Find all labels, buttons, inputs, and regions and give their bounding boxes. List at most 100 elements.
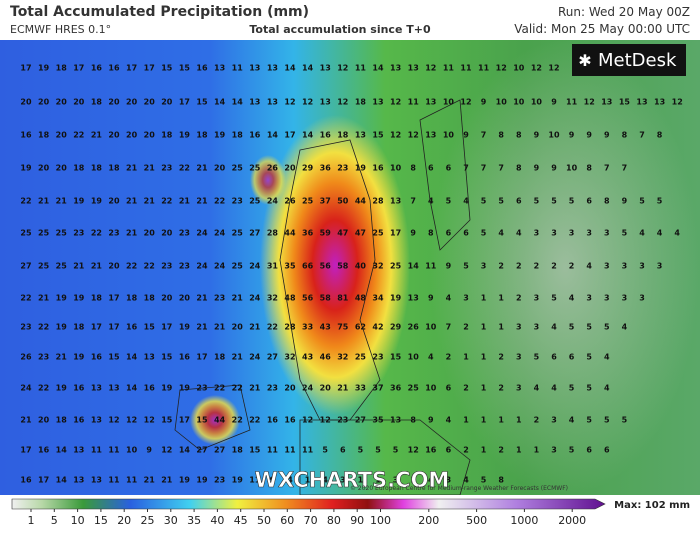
grid-value: 18	[91, 164, 103, 173]
grid-value: 12	[390, 131, 401, 140]
grid-value: 1	[481, 353, 487, 362]
grid-value: 2	[463, 323, 469, 332]
grid-value: 9	[534, 131, 540, 140]
grid-value: 24	[249, 294, 261, 303]
grid-value: 10	[425, 384, 437, 393]
grid-value: 17	[73, 64, 84, 73]
grid-value: 25	[232, 164, 244, 173]
grid-value: 13	[390, 416, 401, 425]
grid-value: 22	[267, 323, 278, 332]
colorbar-label: 90	[350, 514, 364, 527]
grid-value: 27	[267, 353, 278, 362]
grid-value: 24	[267, 197, 279, 206]
grid-value: 10	[548, 131, 560, 140]
colorbar-label: 50	[257, 514, 271, 527]
grid-value: 19	[73, 353, 85, 362]
grid-value: 75	[337, 323, 349, 332]
grid-value: 20	[161, 294, 173, 303]
grid-value: 22	[232, 416, 243, 425]
grid-value: 25	[249, 197, 261, 206]
colorbar-label: 45	[234, 514, 248, 527]
grid-value: 14	[267, 131, 279, 140]
grid-value: 24	[214, 262, 226, 271]
grid-value: 6	[463, 229, 469, 238]
grid-value: 22	[249, 416, 260, 425]
grid-value: 20	[38, 416, 50, 425]
grid-value: 5	[604, 323, 610, 332]
grid-value: 25	[232, 229, 244, 238]
grid-value: 17	[390, 229, 401, 238]
grid-value: 4	[534, 384, 540, 393]
grid-value: 6	[551, 353, 557, 362]
map-shade	[430, 40, 700, 495]
grid-value: 20	[161, 229, 173, 238]
grid-value: 4	[516, 229, 522, 238]
grid-value: 27	[20, 262, 31, 271]
grid-value: 3	[481, 262, 487, 271]
grid-value: 7	[410, 197, 416, 206]
grid-value: 12	[548, 64, 559, 73]
grid-value: 25	[408, 384, 420, 393]
grid-value: 1	[516, 416, 522, 425]
grid-value: 21	[91, 262, 103, 271]
grid-value: 11	[126, 476, 138, 485]
grid-value: 12	[144, 416, 155, 425]
grid-value: 26	[284, 197, 296, 206]
copyright: © 2020 European Centre for Medium-range …	[350, 485, 568, 492]
grid-value: 4	[586, 262, 592, 271]
grid-value: 9	[604, 131, 610, 140]
grid-value: 13	[249, 98, 260, 107]
grid-value: 13	[408, 294, 419, 303]
grid-value: 15	[179, 64, 191, 73]
grid-value: 8	[516, 164, 522, 173]
grid-value: 3	[516, 323, 522, 332]
grid-value: 11	[425, 262, 437, 271]
grid-value: 34	[372, 294, 384, 303]
grid-value: 21	[179, 197, 191, 206]
grid-value: 5	[622, 416, 628, 425]
colorbar	[11, 498, 606, 510]
grid-value: 16	[108, 64, 120, 73]
grid-value: 11	[478, 64, 490, 73]
grid-value: 2	[498, 353, 504, 362]
grid-value: 4	[551, 384, 557, 393]
grid-value: 3	[393, 476, 399, 485]
grid-value: 21	[56, 197, 68, 206]
grid-value: 8	[498, 131, 504, 140]
grid-value: 2	[498, 446, 504, 455]
grid-value: 23	[161, 164, 172, 173]
grid-value: 13	[108, 384, 119, 393]
grid-value: 3	[534, 294, 540, 303]
grid-value: 12	[390, 98, 401, 107]
grid-value: 1	[481, 416, 487, 425]
grid-value: 10	[390, 164, 402, 173]
grid-value: 2	[463, 446, 469, 455]
coastline	[299, 419, 471, 496]
grid-value: 5	[481, 197, 487, 206]
grid-value: 32	[372, 262, 383, 271]
grid-value: 19	[179, 476, 191, 485]
grid-value: 24	[302, 384, 314, 393]
grid-value: 21	[73, 262, 85, 271]
grid-value: 13	[91, 416, 102, 425]
grid-value: 24	[196, 229, 208, 238]
grid-value: 20	[214, 164, 226, 173]
grid-value: 11	[355, 64, 367, 73]
grid-value: 56	[320, 262, 332, 271]
grid-value: 16	[73, 416, 85, 425]
grid-value: 12	[302, 98, 313, 107]
grid-value: 19	[179, 384, 191, 393]
grid-value: 1	[498, 294, 504, 303]
grid-value: 19	[196, 476, 208, 485]
grid-value: 8	[622, 131, 628, 140]
grid-value: 12	[302, 416, 313, 425]
grid-value: 4	[428, 353, 434, 362]
grid-value: 18	[214, 353, 226, 362]
watermark: WXCHARTS.COM	[255, 468, 450, 492]
grid-value: 6	[428, 164, 434, 173]
grid-value: 1	[305, 476, 311, 485]
grid-value: 5	[639, 197, 645, 206]
grid-value: 23	[196, 384, 207, 393]
grid-value: 21	[161, 476, 173, 485]
grid-value: 24	[214, 229, 226, 238]
